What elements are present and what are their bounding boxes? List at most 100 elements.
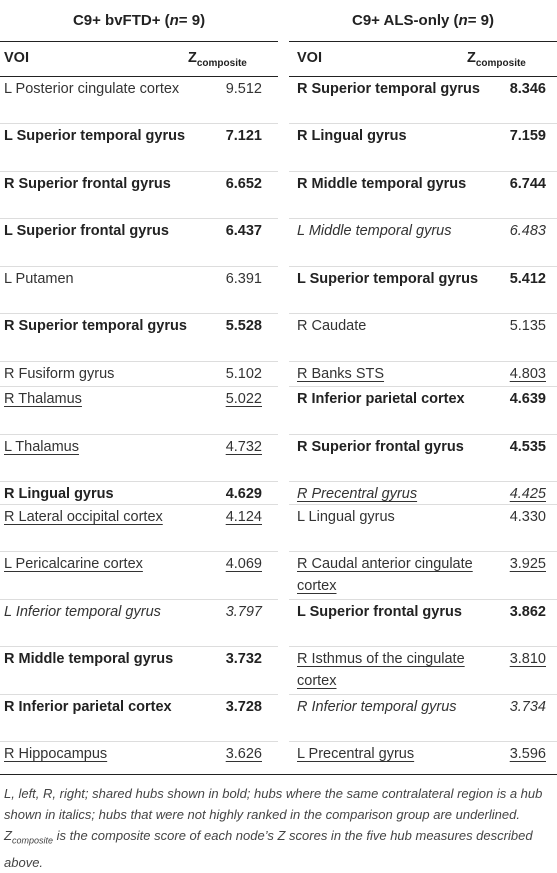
z-value-cell: 4.639	[509, 391, 546, 407]
voi-cell: R Middle temporal gyrus	[4, 651, 174, 667]
voi-cell: R Inferior temporal gyrus	[297, 699, 457, 715]
row-divider	[289, 481, 557, 482]
z-value-cell: 3.596	[509, 746, 546, 762]
row-divider	[0, 123, 278, 124]
z-value-cell: 6.744	[509, 176, 546, 192]
z-symbol: Z	[467, 50, 476, 66]
z-value-cell: 3.732	[225, 651, 262, 667]
z-value-cell: 9.512	[225, 81, 262, 97]
z-value-cell: 6.391	[225, 271, 262, 287]
table-row: R Superior frontal gyrus 6.652 R Middle te…	[0, 172, 557, 219]
row-divider	[289, 266, 557, 267]
voi-cell: L Putamen	[4, 271, 74, 287]
row-divider	[0, 266, 278, 267]
row-divider	[0, 361, 278, 362]
footnote-text: L, left, R, right; shared hubs shown in …	[4, 786, 543, 843]
col-header-z-right: Zcomposite	[467, 50, 526, 69]
z-symbol: Z	[188, 50, 197, 66]
table-row: L Superior frontal gyrus 6.437 L Middle te…	[0, 219, 557, 267]
voi-cell: R Superior frontal gyrus	[4, 176, 171, 192]
voi-cell: R Fusiform gyrus	[4, 366, 115, 382]
z-value-cell: 3.810	[509, 651, 546, 667]
z-value-cell: 3.728	[225, 699, 262, 715]
bottom-rule	[0, 774, 557, 775]
z-value-cell: 4.629	[225, 486, 262, 502]
z-value-cell: 8.346	[509, 81, 546, 97]
header-rule-right	[289, 41, 557, 42]
voi-cell: R Precentral gyrus	[297, 486, 418, 502]
row-divider	[0, 434, 278, 435]
group-title: C9+ bvFTD+ (	[72, 12, 170, 29]
z-value-cell: 7.159	[509, 128, 546, 144]
voi-cell: R Lingual gyrus	[4, 486, 114, 502]
voi-cell: L Thalamus	[4, 439, 79, 455]
voi-cell: R Thalamus	[4, 391, 82, 407]
voi-cell: R Superior temporal gyrus	[4, 318, 187, 334]
z-value-cell: 4.069	[225, 556, 262, 572]
row-divider	[289, 123, 557, 124]
table-row: L Pericalcarine cortex 4.069 R Caudal ante…	[0, 552, 557, 600]
footnote-subscript: composite	[11, 835, 53, 846]
z-value-cell: 4.732	[225, 439, 262, 455]
row-divider	[289, 361, 557, 362]
voi-cell: R Inferior parietal cortex	[4, 699, 172, 715]
row-divider	[289, 386, 557, 387]
row-divider	[0, 741, 278, 742]
footnote-text-end: is the composite score of each node’s Z …	[4, 828, 533, 870]
voi-cell: R Lateral occipital cortex	[4, 509, 163, 525]
row-divider	[289, 313, 557, 314]
table-row: L Superior temporal gyrus 7.121 R Lingual …	[0, 124, 557, 172]
z-value-cell: 5.412	[509, 271, 546, 287]
table-row: L Posterior cingulate cortex 9.512 R Super…	[0, 77, 557, 124]
table-row: R Thalamus 5.022 R Inferior parietal corte…	[0, 387, 557, 435]
row-divider	[289, 599, 557, 600]
col-header-voi-left: VOI	[4, 50, 29, 66]
voi-cell: L Superior temporal gyrus	[4, 128, 186, 144]
table-row: R Superior temporal gyrus 5.528 R Caudate 5…	[0, 314, 557, 362]
n-label: n	[458, 12, 468, 29]
row-divider	[0, 218, 278, 219]
row-divider	[0, 694, 278, 695]
table-row: R Inferior parietal cortex 3.728 R Inferio…	[0, 695, 557, 742]
row-divider	[0, 313, 278, 314]
n-value: = 9)	[467, 12, 494, 29]
z-value-cell: 4.124	[225, 509, 262, 525]
z-value-cell: 6.483	[509, 223, 546, 239]
row-divider	[0, 599, 278, 600]
group-header-bvftd: C9+ bvFTD+ (n = 9)	[0, 0, 278, 41]
z-value-cell: 3.797	[225, 604, 262, 620]
table-row: R Fusiform gyrus 5.102 R Banks STS 4.803	[0, 362, 557, 387]
subheader-rule-right	[289, 76, 557, 77]
row-divider	[289, 741, 557, 742]
row-divider	[0, 646, 278, 647]
voi-cell: L Superior temporal gyrus	[297, 271, 479, 287]
row-divider	[289, 646, 557, 647]
z-value-cell: 5.022	[225, 391, 262, 407]
voi-cell: R Superior frontal gyrus	[297, 439, 464, 455]
n-label: n	[169, 12, 179, 29]
row-divider	[289, 551, 557, 552]
voi-cell: R Middle temporal gyrus	[297, 176, 467, 192]
z-value-cell: 6.437	[225, 223, 262, 239]
voi-cell: R Caudal anterior cingulate cortex	[297, 556, 473, 594]
z-value-cell: 5.135	[509, 318, 546, 334]
row-divider	[0, 481, 278, 482]
table-row: R Hippocampus 3.626 L Precentral gyrus 3.59…	[0, 742, 557, 767]
table-row: R Lateral occipital cortex 4.124 L Lingual…	[0, 505, 557, 552]
row-divider	[289, 218, 557, 219]
table-row: L Putamen 6.391 L Superior temporal gyrus 5…	[0, 267, 557, 314]
row-divider	[289, 504, 557, 505]
n-value: = 9)	[178, 12, 206, 29]
voi-cell: L Posterior cingulate cortex	[4, 81, 180, 97]
voi-cell: R Isthmus of the cingulate cortex	[297, 651, 465, 689]
header-rule-left	[0, 41, 278, 42]
voi-cell: L Superior frontal gyrus	[4, 223, 169, 239]
voi-cell: R Hippocampus	[4, 746, 108, 762]
row-divider	[0, 551, 278, 552]
row-divider	[289, 694, 557, 695]
z-value-cell: 3.626	[225, 746, 262, 762]
voi-cell: L Precentral gyrus	[297, 746, 415, 762]
z-subscript: composite	[196, 57, 247, 69]
table-row: R Middle temporal gyrus 3.732 R Isthmus of…	[0, 647, 557, 695]
row-divider	[0, 386, 278, 387]
